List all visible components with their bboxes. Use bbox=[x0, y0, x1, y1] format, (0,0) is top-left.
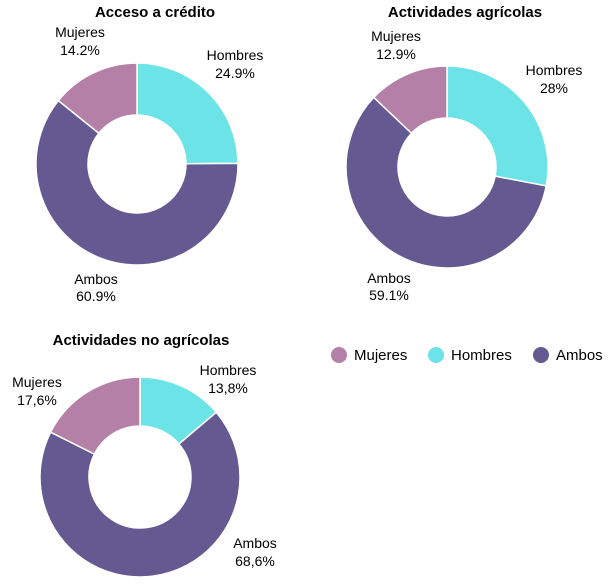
legend-item-ambos: Ambos bbox=[533, 347, 603, 364]
legend-item-mujeres: Mujeres bbox=[331, 347, 407, 364]
chart-2-label-hombres-name: Hombres bbox=[526, 62, 583, 78]
chart-3-slice-mujeres bbox=[49, 376, 141, 456]
chart-1-donut bbox=[35, 62, 239, 266]
legend-label-ambos: Ambos bbox=[556, 347, 603, 364]
chart-1-slice-mujeres bbox=[57, 62, 138, 135]
chart-3-label-mujeres-value: 17,6% bbox=[17, 392, 57, 408]
chart-3-donut bbox=[39, 376, 241, 578]
chart-1-slice-hombres bbox=[136, 62, 239, 165]
chart-3-label-ambos-name: Ambos bbox=[233, 535, 277, 551]
chart-3-label-mujeres-name: Mujeres bbox=[12, 374, 62, 390]
chart-1-title: Acceso a crédito bbox=[95, 4, 215, 21]
chart-2-label-ambos-value: 59.1% bbox=[369, 287, 409, 303]
chart-2-label-mujeres-name: Mujeres bbox=[371, 28, 421, 44]
chart-1-label-mujeres-name: Mujeres bbox=[55, 24, 105, 40]
chart-3-label-hombres-value: 13,8% bbox=[208, 380, 248, 396]
chart-1-label-hombres-value: 24.9% bbox=[215, 65, 255, 81]
legend: Mujeres Hombres Ambos bbox=[331, 347, 603, 364]
chart-2-label-hombres-value: 28% bbox=[540, 80, 568, 96]
chart-1-label-ambos-name: Ambos bbox=[74, 271, 118, 287]
chart-1-label-ambos-value: 60.9% bbox=[76, 288, 116, 304]
chart-1-label-mujeres-value: 14.2% bbox=[60, 42, 100, 58]
chart-3-slice-ambos bbox=[39, 411, 241, 578]
chart-3-label-ambos-value: 68,6% bbox=[235, 553, 275, 569]
chart-2-donut bbox=[345, 65, 549, 269]
chart-2-title: Actividades agrícolas bbox=[388, 4, 542, 21]
chart-2-slice-hombres bbox=[446, 65, 549, 187]
legend-label-hombres: Hombres bbox=[451, 347, 512, 364]
chart-2-label-mujeres-value: 12.9% bbox=[376, 46, 416, 62]
chart-1-label-hombres-name: Hombres bbox=[207, 47, 264, 63]
legend-swatch-ambos bbox=[533, 347, 549, 363]
legend-item-hombres: Hombres bbox=[428, 347, 512, 364]
legend-swatch-mujeres bbox=[331, 347, 347, 363]
chart-1-slice-ambos bbox=[35, 99, 239, 266]
chart-2-label-ambos-name: Ambos bbox=[367, 270, 411, 286]
chart-2-slice-mujeres bbox=[372, 65, 448, 135]
legend-label-mujeres: Mujeres bbox=[354, 347, 407, 364]
legend-swatch-hombres bbox=[428, 347, 444, 363]
chart-3-label-hombres-name: Hombres bbox=[200, 362, 257, 378]
chart-3-title: Actividades no agrícolas bbox=[53, 332, 230, 349]
chart-2-slice-ambos bbox=[345, 96, 548, 269]
